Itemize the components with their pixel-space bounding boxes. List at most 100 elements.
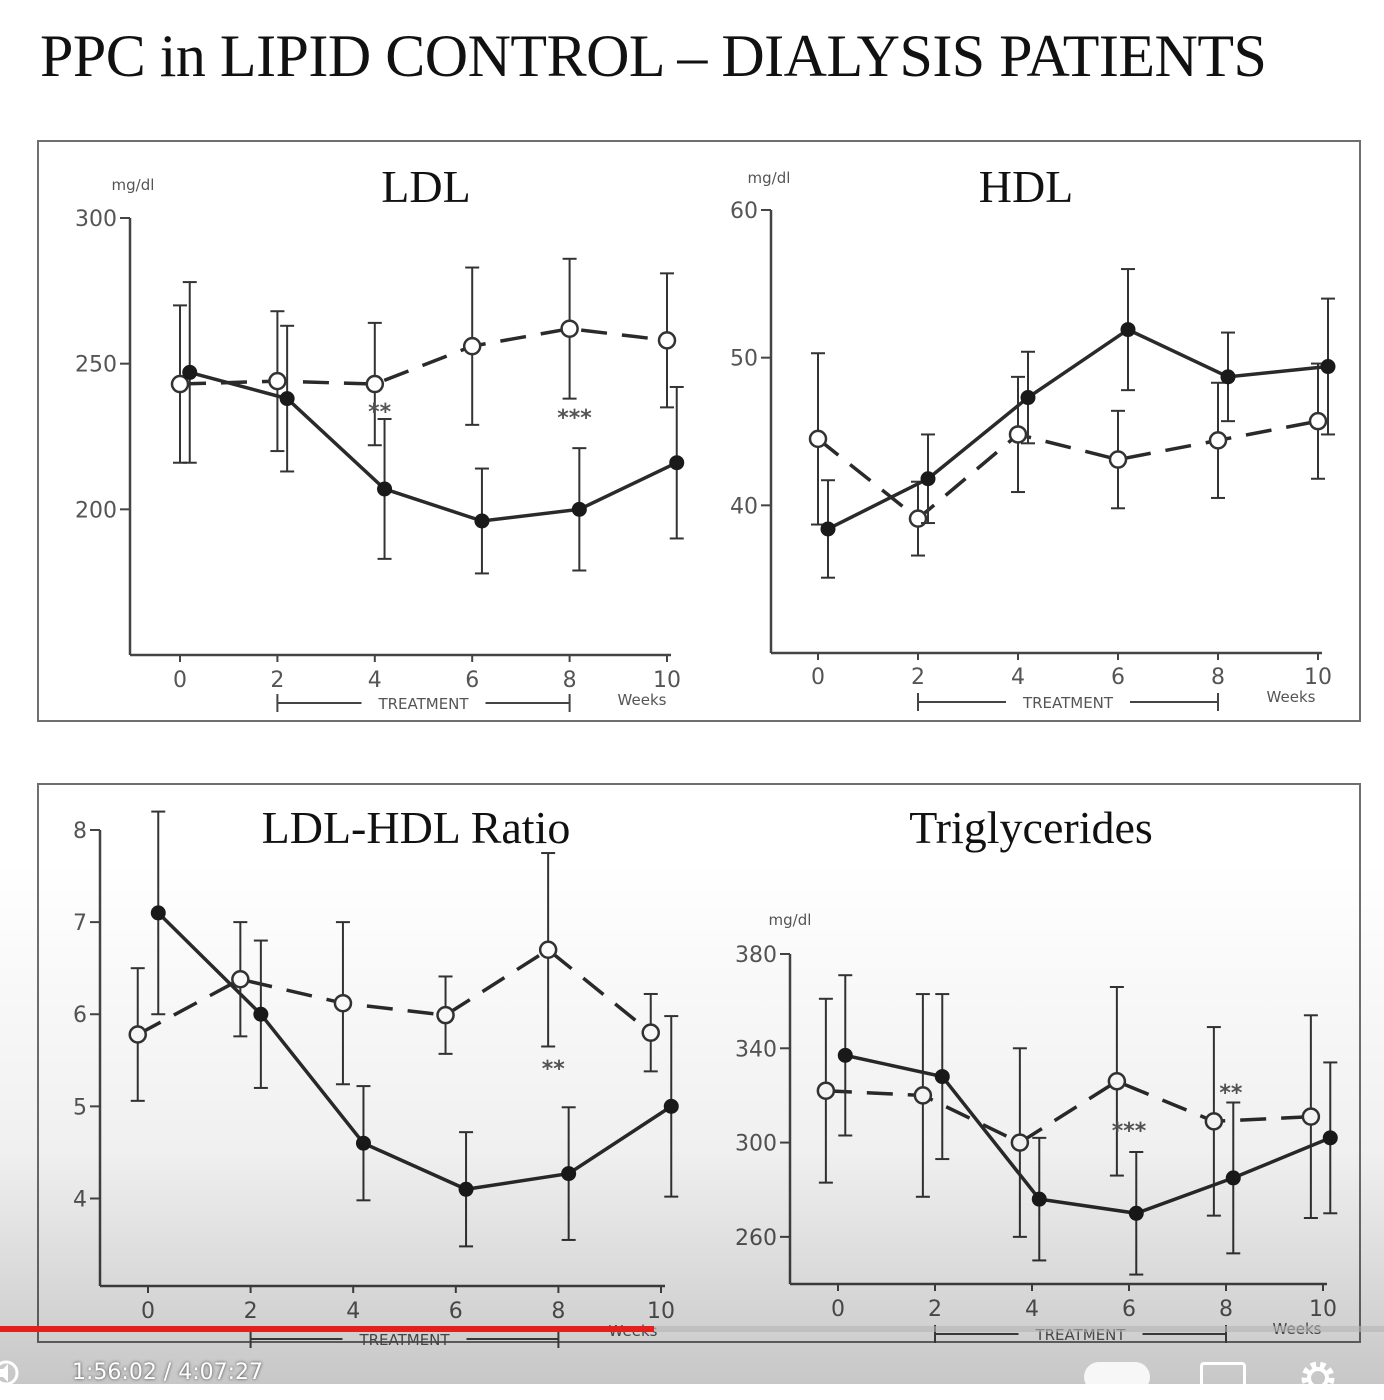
y-tick-label: 300 <box>75 207 117 232</box>
y-tick-label: 260 <box>735 1226 777 1251</box>
series-control <box>816 986 1321 1238</box>
x-tick-label: 0 <box>141 1299 155 1324</box>
series-line <box>825 1079 1311 1145</box>
x-axis-label: Weeks <box>1267 688 1316 706</box>
x-tick-label: 6 <box>1122 1297 1136 1322</box>
autoplay-toggle[interactable] <box>1084 1362 1150 1392</box>
data-point-open <box>436 1005 455 1025</box>
series-treated <box>837 974 1338 1276</box>
data-point-open <box>170 374 190 394</box>
data-point-open <box>128 1025 147 1044</box>
y-tick-label: 200 <box>75 498 117 523</box>
x-tick-label: 2 <box>244 1299 258 1324</box>
series-treated <box>182 281 685 575</box>
series-line <box>816 419 1319 521</box>
x-tick-label: 6 <box>449 1299 463 1324</box>
data-point-filled <box>561 1166 577 1182</box>
y-tick-label: 300 <box>735 1132 777 1157</box>
x-tick-label: 4 <box>1011 665 1025 690</box>
series-line <box>189 370 678 523</box>
treatment-label: TREATMENT <box>1022 694 1114 712</box>
time-readout: 1:56:02 / 4:07:27 <box>72 1360 264 1385</box>
data-point-open <box>1010 1133 1030 1152</box>
x-tick-label: 10 <box>1309 1297 1337 1322</box>
data-point-filled <box>474 513 490 529</box>
x-tick-label: 6 <box>465 668 479 693</box>
bottom-panel-frame <box>37 783 1361 1343</box>
data-point-filled <box>920 471 936 487</box>
y-tick-label: 5 <box>73 1095 87 1120</box>
series-line <box>157 911 673 1192</box>
x-tick-label: 4 <box>346 1299 360 1324</box>
treatment-label: TREATMENT <box>377 695 469 713</box>
y-tick-label: 7 <box>73 911 87 936</box>
significance-mark: *** <box>557 406 592 431</box>
unit-label: mg/dl <box>769 911 812 929</box>
chart-triglycerides: Triglyceridesmg/dl2603003403800246810Wee… <box>735 802 1338 1344</box>
data-point-filled <box>1128 1205 1144 1221</box>
data-point-filled <box>1220 369 1236 385</box>
x-tick-label: 10 <box>647 1299 675 1324</box>
top-panel-frame <box>37 140 1361 722</box>
progress-bar[interactable] <box>0 1326 1384 1332</box>
data-point-filled <box>571 501 587 517</box>
significance-mark: ** <box>368 400 392 425</box>
x-tick-label: 8 <box>563 668 577 693</box>
data-point-open <box>462 336 482 356</box>
x-tick-label: 6 <box>1111 665 1125 690</box>
x-tick-label: 4 <box>368 668 382 693</box>
data-point-open <box>231 969 250 989</box>
y-tick-label: 340 <box>735 1037 777 1062</box>
data-point-filled <box>253 1006 269 1022</box>
series-control <box>170 257 677 464</box>
y-tick-label: 4 <box>73 1187 87 1212</box>
data-point-filled <box>1031 1191 1047 1207</box>
series-line <box>844 1053 1331 1216</box>
data-point-filled <box>182 364 198 380</box>
y-tick-label: 250 <box>75 353 117 378</box>
y-tick-label: 6 <box>73 1003 87 1028</box>
data-point-filled <box>837 1047 853 1063</box>
y-tick-label: 380 <box>735 943 777 968</box>
y-tick-label: 50 <box>730 347 758 372</box>
data-point-open <box>268 371 287 391</box>
data-point-open <box>641 1023 660 1042</box>
x-tick-label: 10 <box>653 668 681 693</box>
x-tick-label: 2 <box>911 665 925 690</box>
x-tick-label: 0 <box>831 1297 845 1322</box>
chart-title: Triglycerides <box>909 802 1153 853</box>
series-line <box>827 327 1329 531</box>
data-point-filled <box>1322 1130 1338 1146</box>
data-point-open <box>1301 1107 1321 1126</box>
data-point-filled <box>150 905 166 921</box>
series-treated <box>820 268 1336 579</box>
data-point-open <box>1204 1112 1224 1131</box>
chart-title: LDL-HDL Ratio <box>262 802 571 853</box>
chart-title: HDL <box>979 161 1074 212</box>
settings-icon[interactable] <box>1296 1356 1340 1400</box>
cc-icon[interactable] <box>1200 1362 1246 1392</box>
data-point-filled <box>355 1135 371 1151</box>
data-point-filled <box>1020 390 1036 406</box>
data-point-filled <box>934 1069 950 1085</box>
x-tick-label: 8 <box>551 1299 565 1324</box>
data-point-open <box>1208 431 1228 450</box>
data-point-filled <box>279 391 295 407</box>
data-point-open <box>365 374 385 394</box>
series-line <box>136 947 652 1037</box>
x-tick-label: 4 <box>1025 1297 1039 1322</box>
data-point-filled <box>458 1181 474 1197</box>
data-point-open <box>657 331 677 350</box>
slide-title: PPC in LIPID CONTROL – DIALYSIS PATIENTS <box>40 23 1267 89</box>
data-point-open <box>1308 411 1328 431</box>
data-point-open <box>1008 425 1028 444</box>
series-control <box>808 352 1328 557</box>
series-line <box>179 326 668 386</box>
y-tick-label: 40 <box>730 494 758 519</box>
x-tick-label: 0 <box>811 665 825 690</box>
significance-mark: *** <box>1112 1119 1147 1144</box>
data-point-filled <box>820 521 836 537</box>
series-control <box>128 852 660 1102</box>
